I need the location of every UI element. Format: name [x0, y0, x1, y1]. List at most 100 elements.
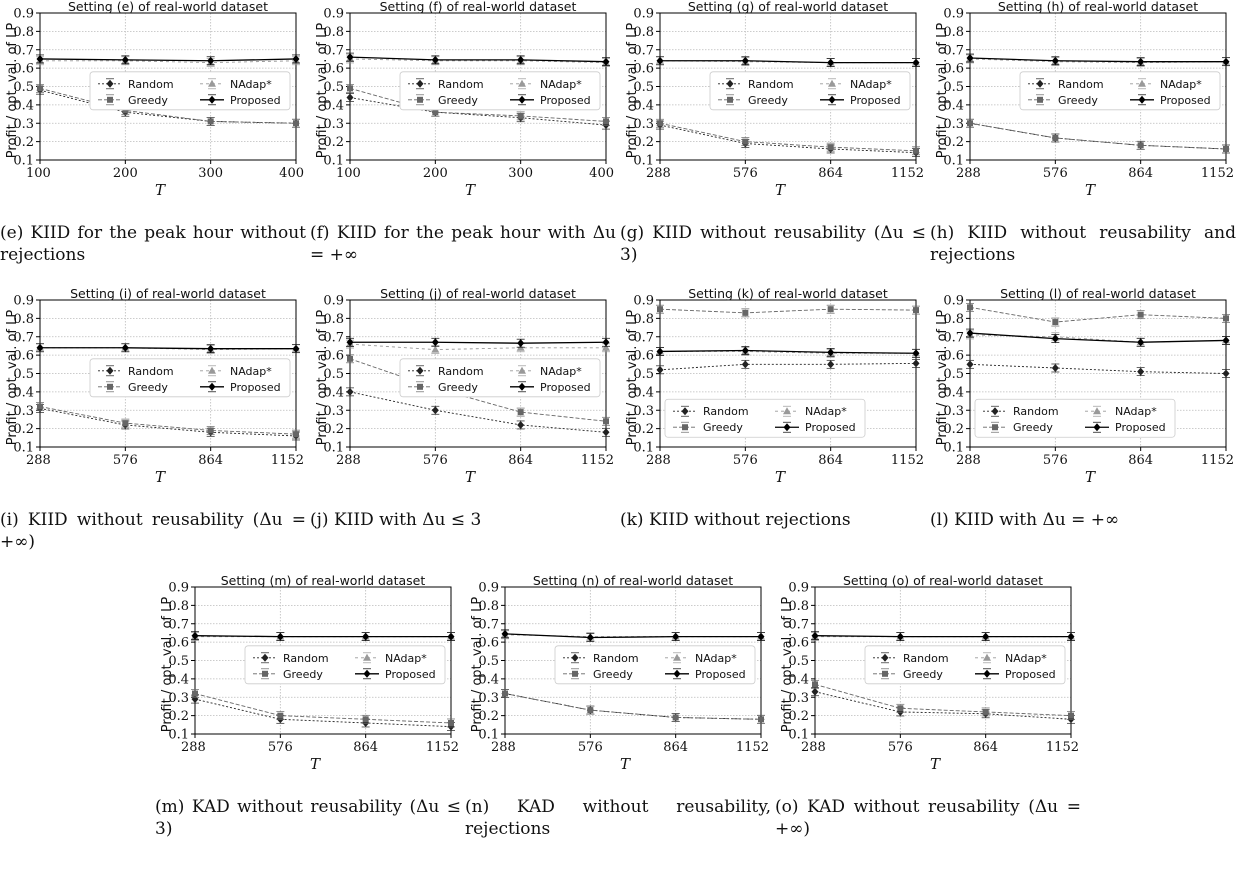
- data-point: [1222, 57, 1230, 66]
- y-tick-label: 0.3: [323, 404, 344, 419]
- y-tick-label: 0.3: [13, 117, 34, 132]
- chart-title: Setting (m) of real-world dataset: [221, 574, 426, 588]
- data-point: [1052, 319, 1059, 326]
- figure-caption: (j) KIID with Δu ≤ 3: [310, 510, 482, 530]
- chart-title: Setting (h) of real-world dataset: [998, 0, 1198, 14]
- data-point: [1051, 334, 1059, 343]
- legend-label: NAdap*: [230, 78, 272, 91]
- legend-label: NAdap*: [695, 652, 737, 665]
- y-axis-label: Profit / opt. val. of LP: [315, 310, 330, 446]
- legend-label: Random: [903, 652, 949, 665]
- legend-marker: [726, 79, 734, 88]
- data-point: [207, 118, 214, 125]
- data-point: [1137, 311, 1144, 318]
- y-tick-label: 0.5: [943, 367, 964, 382]
- legend-label: NAdap*: [540, 78, 582, 91]
- data-point: [656, 365, 664, 374]
- series-proposed: [501, 629, 765, 642]
- series-line: [814, 691, 1072, 720]
- data-point: [602, 338, 610, 347]
- y-tick-label: 0.6: [13, 62, 34, 77]
- y-tick-label: 0.4: [323, 385, 344, 400]
- y-tick-label: 0.6: [633, 349, 654, 364]
- y-tick-label: 0.4: [943, 385, 964, 400]
- x-tick-label: 1152: [1046, 740, 1079, 755]
- y-tick-label: 0.8: [13, 25, 34, 40]
- x-tick-label: 288: [801, 740, 826, 755]
- y-tick-label: 0.5: [13, 80, 34, 95]
- series-proposed: [811, 631, 1075, 641]
- y-tick-label: 0.1: [168, 728, 189, 743]
- x-tick-label: 576: [268, 740, 293, 755]
- x-tick-label: 576: [733, 166, 758, 181]
- chart-svg: Setting (f) of real-world dataset 0.1 0.2 0…: [315, 0, 614, 199]
- series-line: [349, 87, 607, 122]
- series-line: [504, 693, 762, 720]
- chart-panel: Setting (e) of real-world dataset 0.1 0.2 0…: [0, 0, 310, 290]
- legend-label: Random: [128, 365, 174, 378]
- legend-label: Greedy: [128, 381, 168, 394]
- y-tick-label: 0.4: [168, 672, 189, 687]
- y-tick-label: 0.8: [633, 25, 654, 40]
- legend-marker: [363, 653, 371, 661]
- figure-caption: (o) KAD without reusability (Δu = +∞): [775, 797, 1081, 839]
- legend-marker: [208, 95, 216, 104]
- y-tick-label: 0.4: [13, 98, 34, 113]
- series-random: [966, 118, 1230, 154]
- chart-panel: Setting (n) of real-world dataset 0.1 0.2 0…: [465, 574, 775, 864]
- chart-panel: Setting (l) of real-world dataset 0.1 0.2 0…: [930, 287, 1240, 577]
- series-greedy: [656, 304, 920, 318]
- data-point: [121, 343, 129, 352]
- series-line: [349, 391, 607, 433]
- x-axis-label: T: [620, 755, 631, 773]
- legend-label: Proposed: [1005, 668, 1056, 681]
- legend-box: [1019, 71, 1221, 111]
- x-tick-label: 1152: [1201, 453, 1234, 468]
- y-tick-label: 0.7: [633, 330, 654, 345]
- legend-label: Random: [748, 78, 794, 91]
- series-line: [969, 363, 1227, 374]
- data-point: [827, 348, 835, 357]
- legend-marker: [208, 79, 216, 87]
- y-tick-label: 0.2: [13, 135, 34, 150]
- x-tick-label: 864: [818, 166, 843, 181]
- series-line: [40, 347, 296, 350]
- chart-title: Setting (n) of real-world dataset: [533, 574, 733, 588]
- legend-label: Random: [703, 405, 749, 418]
- legend-label: Random: [128, 78, 174, 91]
- series-line: [194, 635, 451, 638]
- x-axis-label: T: [465, 468, 476, 486]
- x-axis-label: T: [155, 468, 166, 486]
- data-point: [1223, 145, 1229, 152]
- series-line: [814, 683, 1072, 717]
- legend-label: Random: [1058, 78, 1104, 91]
- data-point: [517, 112, 524, 119]
- y-tick-label: 0.5: [323, 80, 344, 95]
- legend-label: Proposed: [695, 668, 746, 681]
- legend-box: [399, 71, 601, 111]
- data-point: [36, 343, 44, 352]
- chart-panel: Setting (j) of real-world dataset 0.1 0.2 0…: [310, 287, 620, 577]
- legend-marker: [1037, 96, 1043, 103]
- legend-marker: [417, 383, 423, 390]
- series-line: [39, 87, 297, 124]
- y-tick-label: 0.7: [788, 617, 809, 632]
- y-tick-label: 0.5: [323, 367, 344, 382]
- x-tick-label: 1152: [1201, 166, 1234, 181]
- y-tick-label: 0.8: [633, 312, 654, 327]
- y-tick-label: 0.1: [788, 728, 809, 743]
- x-tick-label: 288: [181, 740, 206, 755]
- series-line: [40, 60, 297, 64]
- y-tick-label: 0.7: [943, 43, 964, 58]
- data-point: [517, 420, 525, 429]
- series-random: [811, 687, 1075, 724]
- data-point: [758, 716, 764, 723]
- y-tick-label: 0.2: [168, 709, 189, 724]
- y-tick-label: 0.6: [323, 349, 344, 364]
- legend-marker: [416, 366, 424, 375]
- y-tick-label: 0.1: [323, 441, 344, 456]
- y-axis-label: Profit / opt. val. of LP: [315, 23, 330, 159]
- series-random: [656, 359, 920, 375]
- data-point: [896, 632, 904, 641]
- y-tick-label: 0.2: [943, 135, 964, 150]
